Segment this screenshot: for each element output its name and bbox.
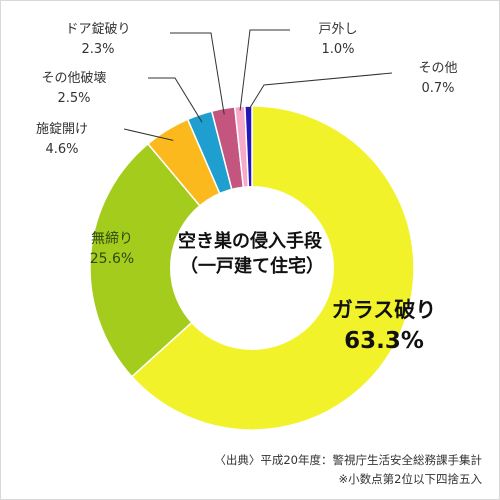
slice-label: 施錠開け [36,122,88,137]
leader-line [248,72,393,111]
slice-value: 2.5% [57,91,90,106]
slice-label: ドア錠破り [65,22,130,37]
slice-value: 25.6% [90,251,134,267]
leader-line [170,32,225,115]
slice-label: 戸外し [318,22,357,37]
slice-value: 2.3% [81,42,114,57]
leader-line [148,77,203,123]
slice-label: ガラス破り [332,298,437,322]
chart-title: 空き巣の侵入手段 [178,230,323,252]
leader-lines [123,29,393,141]
source-text: 〈出典〉平成20年度：警視庁生活安全総務課手集計 [214,453,482,467]
slice-label: その他破壊 [41,71,106,86]
leader-line [123,128,174,141]
slice-value: 0.7% [421,81,454,96]
donut-hole [170,186,334,350]
slice-value: 1.0% [321,42,354,57]
slice-value: 4.6% [45,142,78,157]
slice-labels: ガラス破り 63.3% 無締り 25.6% 施錠開け 4.6% その他破壊 2.5% ドア錠破り… [36,22,458,354]
chart-subtitle: （一戸建て住宅） [180,255,324,277]
slice-label: 無締り [91,230,133,247]
leader-line [239,29,290,111]
note-text: ※小数点第2位以下四捨五入 [338,472,482,486]
slice-label: その他 [418,61,457,76]
slice-value: 63.3% [344,328,424,354]
